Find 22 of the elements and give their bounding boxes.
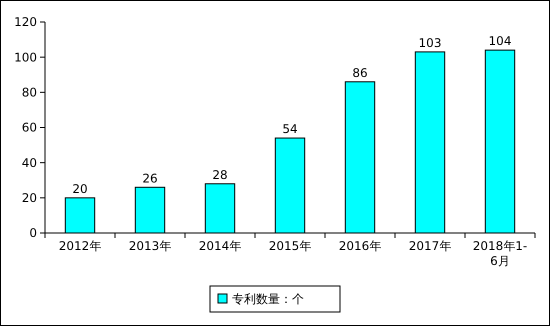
legend-label: 专利数量：个	[232, 292, 304, 306]
y-tick-label: 100	[14, 50, 37, 64]
y-tick-label: 120	[14, 15, 37, 30]
y-tick-label: 40	[22, 156, 37, 170]
data-label: 86	[352, 66, 368, 80]
y-tick-label: 0	[29, 226, 37, 240]
y-tick-label: 60	[22, 120, 37, 135]
x-tick-label: 2013年	[128, 239, 172, 253]
y-tick-label: 20	[22, 191, 37, 206]
y-tick-label: 80	[22, 86, 37, 100]
data-label: 104	[488, 34, 512, 48]
x-tick-label: 2015年	[268, 239, 312, 253]
data-label: 28	[212, 168, 228, 182]
x-tick-label: 2016年	[338, 239, 382, 253]
x-tick-label: 2014年	[198, 239, 242, 253]
data-label: 20	[72, 182, 88, 196]
x-tick-label: 2017年	[408, 239, 452, 253]
data-label: 54	[282, 122, 298, 136]
x-tick-label: 2018年1-6月	[472, 239, 528, 268]
x-tick-label: 2012年	[58, 239, 102, 253]
data-label: 26	[142, 171, 158, 186]
data-label: 103	[418, 36, 442, 50]
